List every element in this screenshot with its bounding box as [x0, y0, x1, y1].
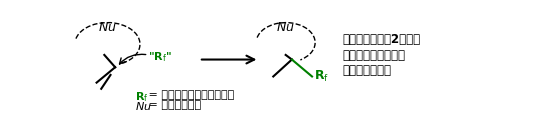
Text: = ペルフルオロアルキル基: = ペルフルオロアルキル基 [144, 90, 234, 100]
Text: $\it{Nu}$: $\it{Nu}$ [135, 100, 152, 112]
Text: "R$_{\mathsf{f}}$": "R$_{\mathsf{f}}$" [148, 50, 172, 64]
Text: （二官能基化）: （二官能基化） [342, 64, 391, 77]
Text: $\it{Nu}$: $\it{Nu}$ [98, 21, 117, 34]
Text: = 求核性官能基: = 求核性官能基 [144, 100, 201, 110]
Text: R$_{\mathsf{f}}$: R$_{\mathsf{f}}$ [314, 69, 329, 84]
Text: 官能基を一挙に付加: 官能基を一挙に付加 [342, 49, 405, 62]
Text: $\it{Nu}$: $\it{Nu}$ [277, 21, 295, 34]
Text: R$_{\mathsf{f}}$: R$_{\mathsf{f}}$ [135, 90, 149, 104]
Text: 二重結合に対し2種類の: 二重結合に対し2種類の [342, 33, 420, 46]
